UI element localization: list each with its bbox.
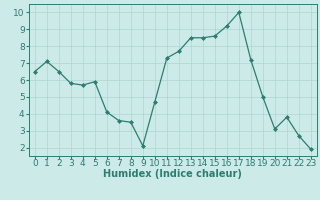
X-axis label: Humidex (Indice chaleur): Humidex (Indice chaleur) [103,169,242,179]
